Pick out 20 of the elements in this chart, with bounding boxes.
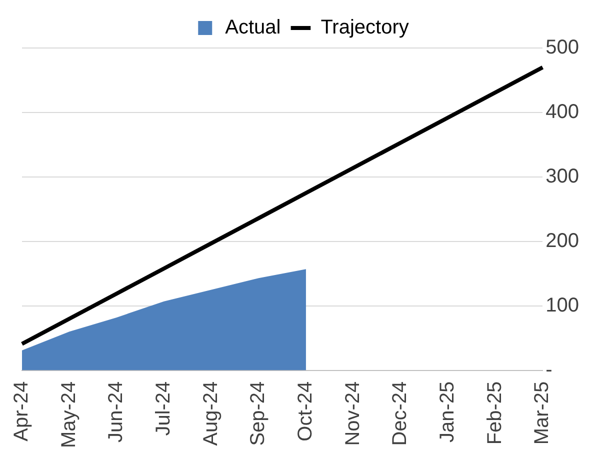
x-tick-label: Apr-24 — [10, 381, 33, 442]
legend-label: Actual — [225, 16, 281, 39]
y-tick-label: 100 — [546, 294, 580, 316]
y-tick-label: 200 — [546, 230, 580, 252]
x-tick-label: Mar-25 — [531, 381, 554, 445]
x-tick-label: Dec-24 — [389, 381, 412, 446]
x-tick-label: Feb-25 — [484, 381, 506, 445]
x-tick-label: Jun-24 — [105, 381, 128, 442]
x-tick-label: Jan-25 — [436, 381, 458, 442]
x-tick-label: Jul-24 — [152, 381, 175, 436]
x-tick-label: Nov-24 — [342, 381, 364, 446]
legend-label: Trajectory — [320, 16, 409, 39]
y-tick-label: 400 — [546, 100, 580, 123]
x-tick-label: May-24 — [58, 381, 80, 448]
x-tick-label: Oct-24 — [294, 381, 316, 442]
x-tick-label: Aug-24 — [200, 381, 222, 446]
y-tick-label: 500 — [546, 36, 580, 59]
y-tick-label: - — [546, 358, 552, 381]
x-tick-label: Sep-24 — [247, 381, 270, 446]
y-tick-label: 300 — [546, 165, 580, 188]
